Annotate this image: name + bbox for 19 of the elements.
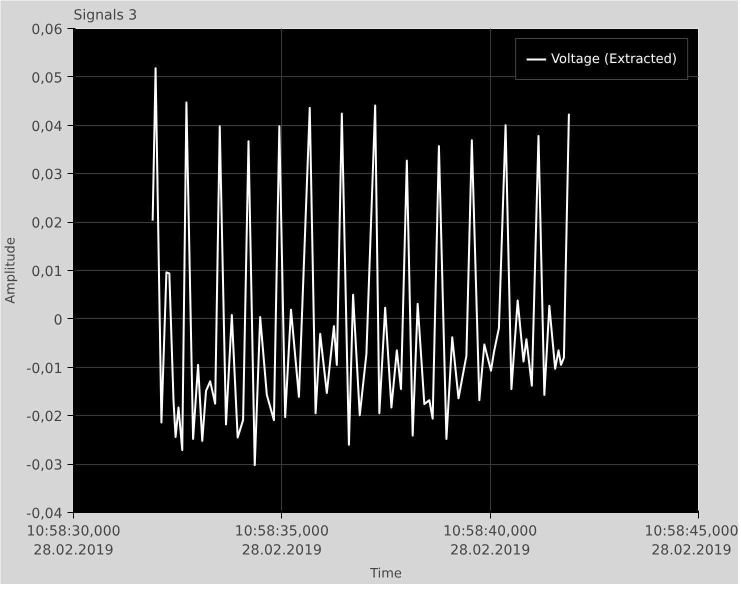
- chart-title: Signals 3: [74, 8, 138, 24]
- y-tick-label: 0,02: [31, 216, 62, 232]
- y-tick-label: 0,01: [31, 264, 62, 280]
- x-tick-label: 10:58:45,000 28.02.2019: [644, 524, 739, 559]
- y-tick-label: 0,06: [31, 22, 63, 38]
- y-tick-label: -0,01: [26, 360, 63, 377]
- y-tick-label: 0,04: [31, 118, 63, 135]
- x-tick-label: 10:58:30,000 28.02.2019: [26, 524, 121, 559]
- x-tick-label: 10:58:40,000 28.02.2019: [443, 524, 538, 559]
- y-axis-title: Amplitude: [3, 237, 18, 304]
- x-axis-title: Time: [369, 566, 402, 582]
- y-tick-label: -0,02: [26, 409, 63, 426]
- y-tick-label: -0,03: [26, 458, 63, 474]
- y-tick-label: 0,03: [31, 167, 62, 184]
- y-tick-label: 0,05: [31, 70, 62, 86]
- x-tick-label: 10:58:35,000 28.02.2019: [234, 524, 329, 559]
- legend-label: Voltage (Extracted): [551, 52, 677, 66]
- y-tick-label: 0: [54, 312, 63, 328]
- y-tick-label: -0,04: [26, 506, 63, 522]
